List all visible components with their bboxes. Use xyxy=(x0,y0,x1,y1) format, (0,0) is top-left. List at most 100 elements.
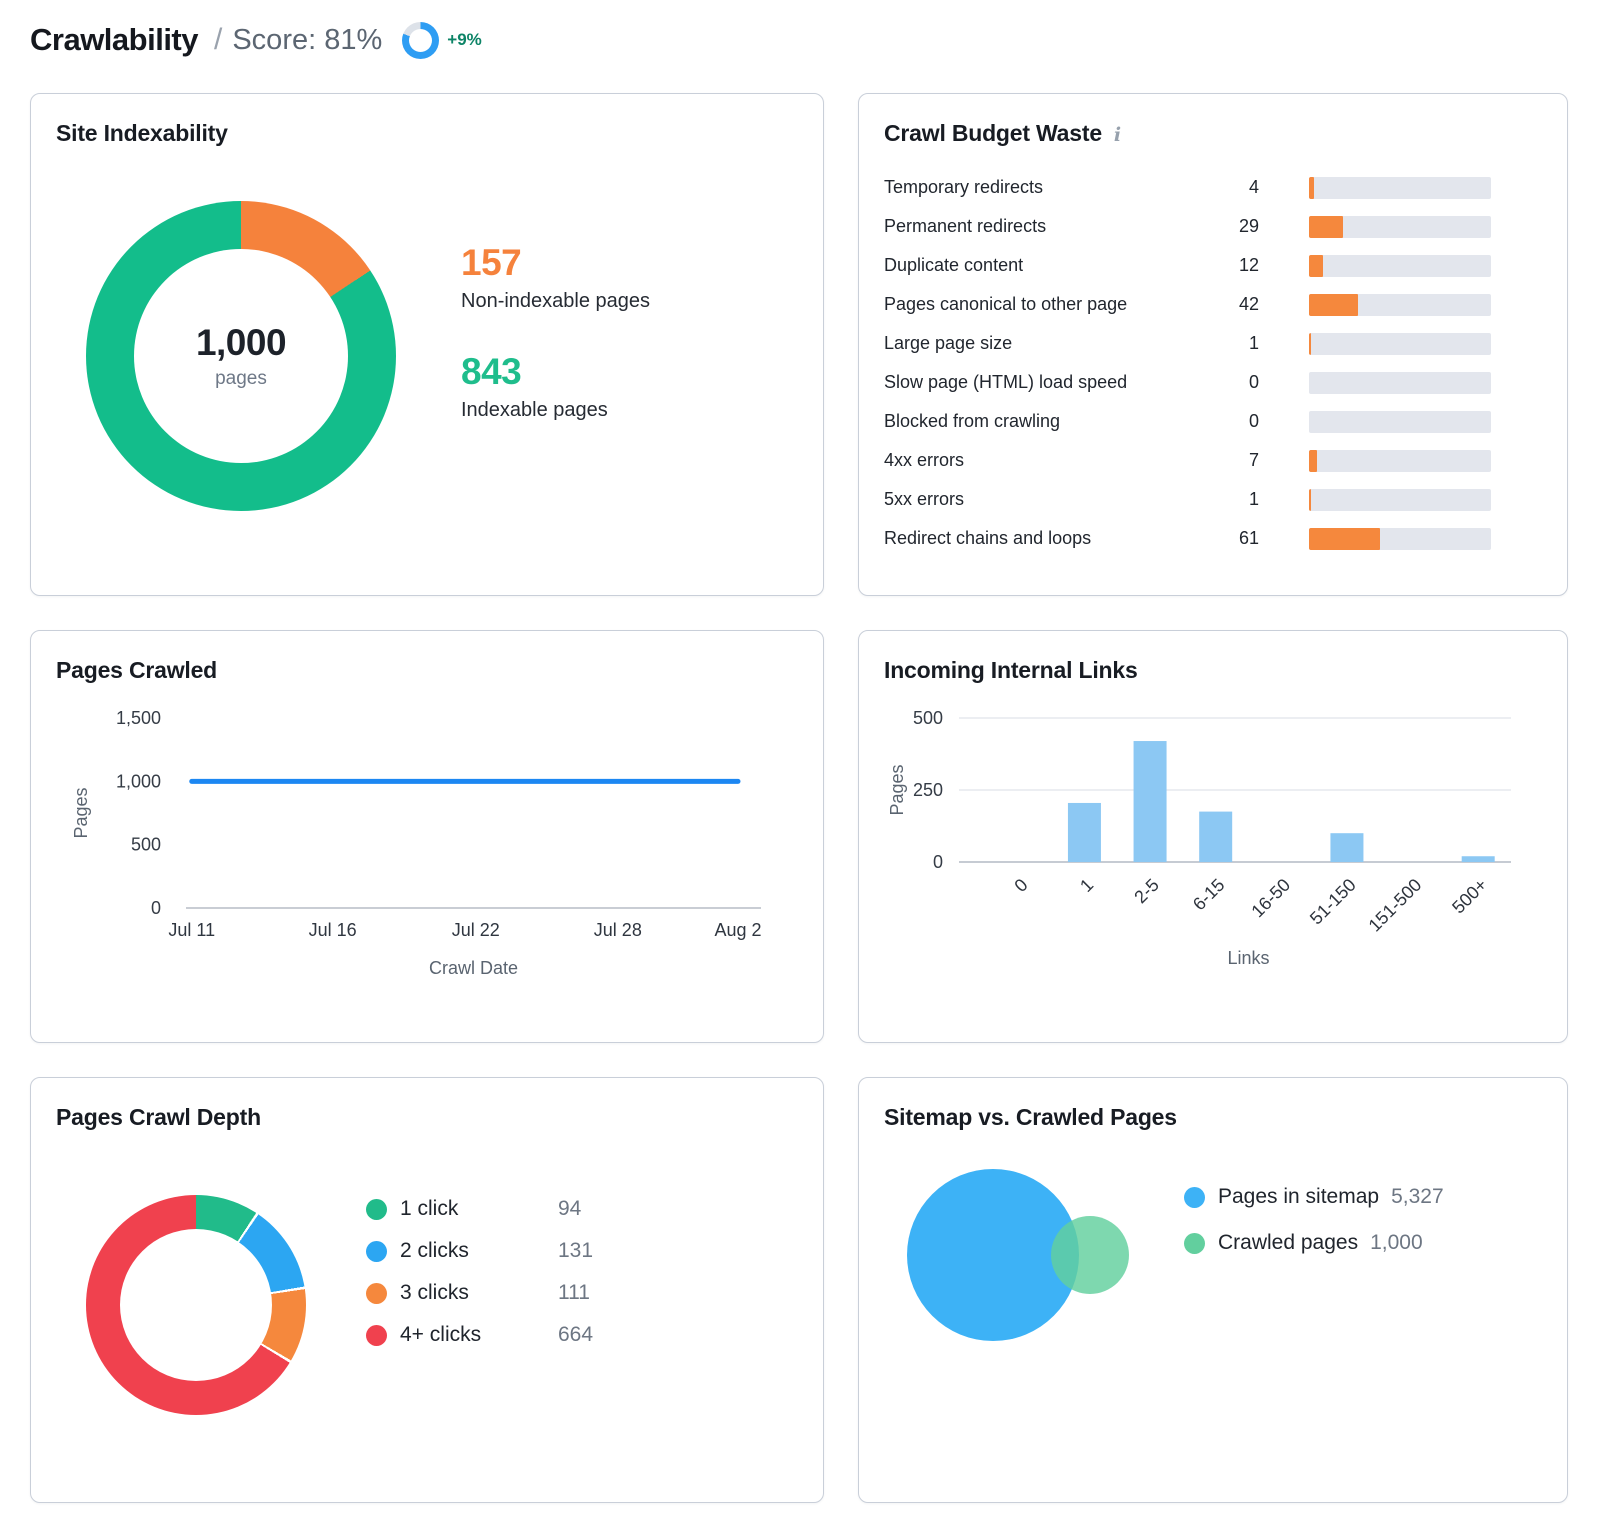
crawl-budget-bar-track xyxy=(1309,293,1491,316)
legend-row[interactable]: 3 clicks 111 xyxy=(366,1272,593,1314)
bar-6-15[interactable] xyxy=(1199,811,1233,862)
total-pages-value: 1,000 xyxy=(195,322,287,363)
x-axis-title: Crawl Date xyxy=(429,958,518,978)
legend-value: 111 xyxy=(558,1281,590,1304)
legend-label: 2 clicks xyxy=(400,1239,469,1262)
crawl-budget-bar-track xyxy=(1309,410,1491,433)
crawl-budget-value: 7 xyxy=(1248,450,1259,470)
bar-1[interactable] xyxy=(1067,802,1101,862)
info-icon[interactable]: i xyxy=(1113,124,1121,146)
x-axis-tick-label: Jul 22 xyxy=(452,920,500,940)
crawl-depth-legend: 1 click 94 2 clicks 131 3 clicks 111 4+ clicks… xyxy=(366,1188,593,1356)
legend-value: 94 xyxy=(558,1197,582,1220)
crawl-budget-row[interactable]: Duplicate content 12 xyxy=(859,246,1567,285)
x-axis-tick-label: 51-150 xyxy=(1306,875,1360,929)
crawl-budget-row[interactable]: Large page size 1 xyxy=(859,324,1567,363)
legend-value: 5,327 xyxy=(1391,1185,1444,1208)
crawl-budget-value: 4 xyxy=(1248,177,1259,197)
legend-row[interactable]: Crawled pages 1,000 xyxy=(1184,1220,1444,1266)
crawl-budget-label: 4xx errors xyxy=(884,450,965,470)
total-pages-unit: pages xyxy=(215,368,267,389)
legend-row[interactable]: 4+ clicks 664 xyxy=(366,1314,593,1356)
sitemap-venn-diagram[interactable] xyxy=(859,1078,1567,1502)
legend-row[interactable]: 1 click 94 xyxy=(366,1188,593,1230)
score-progress-ring-icon xyxy=(402,21,440,59)
crawl-budget-bar-fill xyxy=(1309,176,1314,199)
legend-label: 4+ clicks xyxy=(400,1323,482,1346)
crawl-budget-bar-track xyxy=(1309,332,1491,355)
crawl-budget-value: 42 xyxy=(1238,294,1259,314)
y-axis-title: Pages xyxy=(71,787,91,838)
y-axis-tick-label: 1,000 xyxy=(116,771,161,791)
legend-row[interactable]: Pages in sitemap 5,327 xyxy=(1184,1174,1444,1220)
indexable-stat: 843 Indexable pages xyxy=(461,351,650,422)
card-title-incoming-internal-links: Incoming Internal Links xyxy=(884,657,1138,683)
bar-51-150[interactable] xyxy=(1330,833,1364,862)
crawl-budget-label: Temporary redirects xyxy=(884,177,1044,197)
legend-value: 664 xyxy=(558,1323,594,1346)
x-axis-tick-label: 0 xyxy=(1010,875,1031,896)
crawl-budget-bar-track xyxy=(1309,215,1491,238)
legend-dot-icon xyxy=(366,1198,387,1220)
crawl-budget-label: Duplicate content xyxy=(884,255,1024,275)
indexability-stats: 157 Non-indexable pages 843 Indexable pa… xyxy=(461,242,650,422)
crawl-budget-bar-track xyxy=(1309,449,1491,472)
crawl-budget-bar-fill xyxy=(1309,215,1343,238)
crawl-budget-row[interactable]: Blocked from crawling 0 xyxy=(859,402,1567,441)
x-axis-tick-label: 1 xyxy=(1076,875,1097,896)
incoming-links-bar-chart[interactable]: 0 250 500 0 1 2-5 6-15 16-50 51-150 151-500 500+ Li… xyxy=(859,686,1567,1042)
venn-crawled-circle[interactable] xyxy=(1051,1216,1129,1294)
sitemap-venn-legend: Pages in sitemap 5,327 Crawled pages 1,000 xyxy=(1184,1174,1444,1266)
title-separator: / xyxy=(214,23,223,56)
y-axis-title: Pages xyxy=(887,764,907,815)
crawl-budget-bar-track xyxy=(1309,254,1491,277)
crawl-budget-bar-fill xyxy=(1309,254,1323,277)
non-indexable-label: Non-indexable pages xyxy=(461,290,651,312)
score-delta-badge: +9% xyxy=(447,30,482,49)
crawl-budget-bar-fill xyxy=(1309,527,1380,550)
crawl-budget-bar-track xyxy=(1309,176,1491,199)
crawl-budget-row[interactable]: Pages canonical to other page 42 xyxy=(859,285,1567,324)
crawl-budget-row[interactable]: Redirect chains and loops 61 xyxy=(859,519,1567,558)
crawl-budget-value: 61 xyxy=(1238,528,1259,548)
crawl-budget-bar-fill xyxy=(1309,293,1358,316)
card-title-crawl-budget-waste: Crawl Budget Waste i xyxy=(884,120,1121,147)
crawl-budget-value: 0 xyxy=(1248,411,1259,431)
crawl-budget-bar-fill xyxy=(1309,488,1311,511)
x-axis-tick-label: Aug 2 xyxy=(714,920,761,940)
indexable-label: Indexable pages xyxy=(461,399,608,421)
crawl-budget-row[interactable]: 5xx errors 1 xyxy=(859,480,1567,519)
x-axis-title: Links xyxy=(1227,948,1269,968)
bar-500+[interactable] xyxy=(1461,856,1495,862)
crawl-budget-row[interactable]: Slow page (HTML) load speed 0 xyxy=(859,363,1567,402)
legend-row[interactable]: 2 clicks 131 xyxy=(366,1230,593,1272)
crawl-budget-row[interactable]: Permanent redirects 29 xyxy=(859,207,1567,246)
y-axis-tick-label: 500 xyxy=(913,708,943,728)
card-title-pages-crawled: Pages Crawled xyxy=(56,657,218,683)
pages-crawled-line-chart[interactable]: 0 500 1,000 1,500 Jul 11 Jul 16 Jul 22 Jul 28 Au… xyxy=(31,686,821,1016)
legend-dot-icon xyxy=(1184,1186,1205,1208)
crawl-budget-row[interactable]: Temporary redirects 4 xyxy=(859,168,1567,207)
non-indexable-value: 157 xyxy=(461,242,522,283)
crawl-budget-title-text: Crawl Budget Waste xyxy=(884,120,1102,146)
page-title: Crawlability xyxy=(30,22,199,57)
venn-sitemap-circle[interactable] xyxy=(907,1169,1079,1341)
card-title-sitemap-vs-crawled: Sitemap vs. Crawled Pages xyxy=(884,1104,1177,1130)
y-axis-tick-label: 250 xyxy=(913,780,943,800)
site-indexability-donut-chart[interactable] xyxy=(86,201,396,511)
y-axis-tick-label: 0 xyxy=(151,898,161,918)
card-crawl-budget-waste: Crawl Budget Waste i Temporary redirects 4… xyxy=(858,93,1568,596)
x-axis-tick-label: 2-5 xyxy=(1130,875,1163,908)
y-axis-tick-label: 0 xyxy=(933,852,943,872)
crawl-budget-bar-fill xyxy=(1309,332,1311,355)
legend-dot-icon xyxy=(366,1282,387,1304)
crawl-budget-label: Permanent redirects xyxy=(884,216,1047,236)
crawl-budget-label: Pages canonical to other page xyxy=(884,294,1128,314)
bar-2-5[interactable] xyxy=(1133,741,1167,862)
crawl-budget-row[interactable]: 4xx errors 7 xyxy=(859,441,1567,480)
y-axis-tick-label: 1,500 xyxy=(116,708,161,728)
crawl-budget-list: Temporary redirects 4 Permanent redirects 2… xyxy=(859,168,1567,558)
crawl-depth-donut-chart[interactable] xyxy=(86,1195,306,1415)
legend-value: 1,000 xyxy=(1370,1231,1423,1254)
page-header: Crawlability / Score: 81% +9% xyxy=(30,14,482,66)
